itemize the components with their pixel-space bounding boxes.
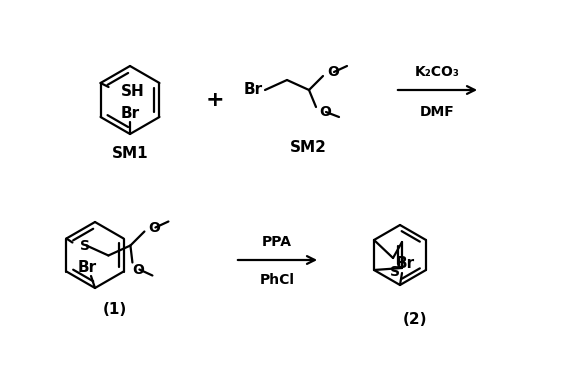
- Text: O: O: [319, 105, 331, 119]
- Text: S: S: [80, 239, 90, 252]
- Text: (2): (2): [403, 312, 427, 326]
- Text: SH: SH: [120, 84, 144, 98]
- Text: DMF: DMF: [420, 105, 454, 119]
- Text: (1): (1): [103, 302, 127, 318]
- Text: PPA: PPA: [262, 235, 292, 249]
- Text: PhCl: PhCl: [259, 273, 294, 287]
- Text: Br: Br: [396, 255, 415, 271]
- Text: SM1: SM1: [112, 147, 148, 162]
- Text: K₂CO₃: K₂CO₃: [415, 65, 459, 79]
- Text: O: O: [327, 65, 339, 79]
- Text: O: O: [132, 263, 144, 277]
- Text: Br: Br: [120, 106, 140, 122]
- Text: Br: Br: [244, 82, 263, 98]
- Text: Br: Br: [77, 260, 97, 274]
- Text: O: O: [149, 220, 160, 234]
- Text: S: S: [390, 265, 400, 279]
- Text: +: +: [206, 90, 224, 110]
- Text: SM2: SM2: [289, 141, 327, 155]
